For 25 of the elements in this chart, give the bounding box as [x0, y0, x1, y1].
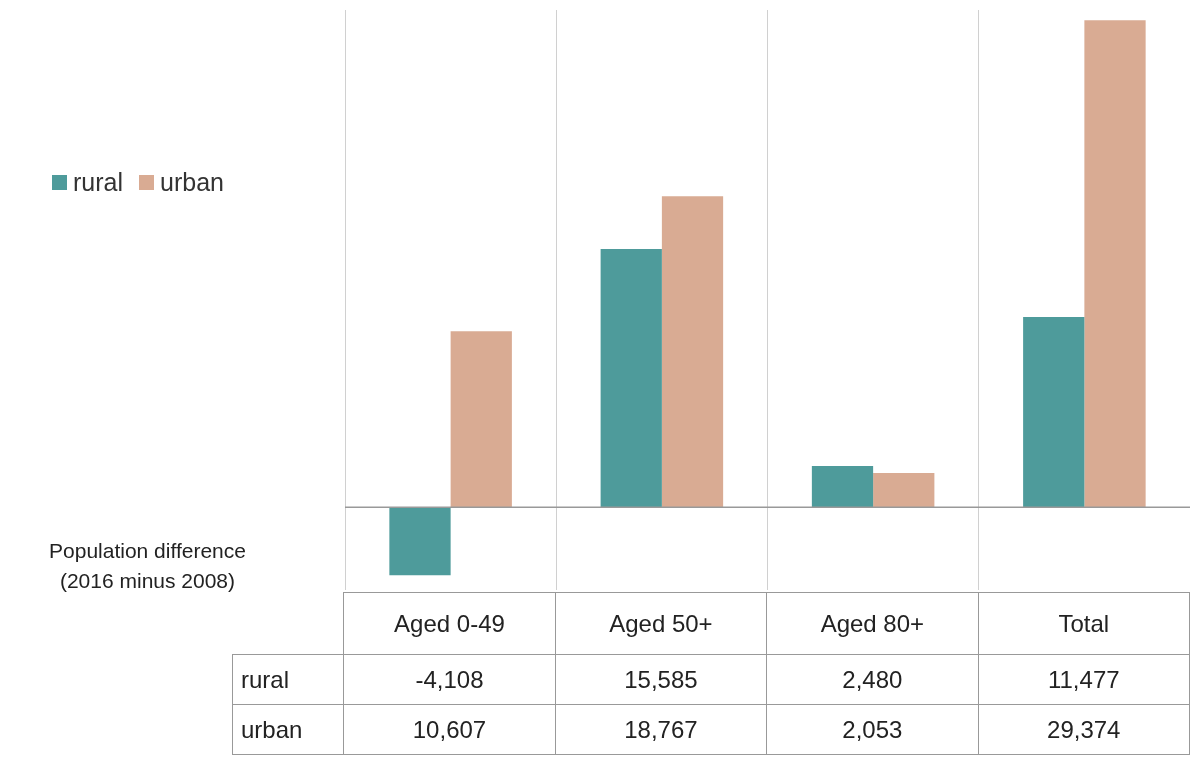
- text: rural: [241, 665, 290, 693]
- text: urban: [241, 715, 303, 743]
- data-label: 11,477: [978, 654, 1190, 705]
- data-label: 2,053: [766, 704, 979, 755]
- x-tick-label: Aged 80+: [766, 592, 979, 655]
- bar: [600, 248, 662, 508]
- x-tick-label: Aged 50+: [555, 592, 767, 655]
- data-label: -4,108: [343, 654, 556, 705]
- data-label: 10,607: [343, 704, 556, 755]
- data-label: 29,374: [978, 704, 1190, 755]
- bar: [450, 331, 512, 508]
- y-axis-title: Population difference (2016 minus 2008): [48, 538, 247, 594]
- legend-label: urban: [160, 168, 224, 197]
- bar: [1023, 316, 1085, 508]
- data-label: 15,585: [555, 654, 767, 705]
- data-label: 18,767: [555, 704, 767, 755]
- legend-label: rural: [73, 168, 124, 197]
- bar: [811, 466, 874, 508]
- data-label: 2,480: [766, 654, 979, 705]
- bar: [873, 473, 935, 508]
- bar: [389, 507, 451, 576]
- x-tick-label: Aged 0-49: [343, 592, 556, 655]
- bar: [661, 196, 724, 508]
- x-tick-label: Total: [978, 592, 1190, 655]
- bar: [1084, 20, 1146, 508]
